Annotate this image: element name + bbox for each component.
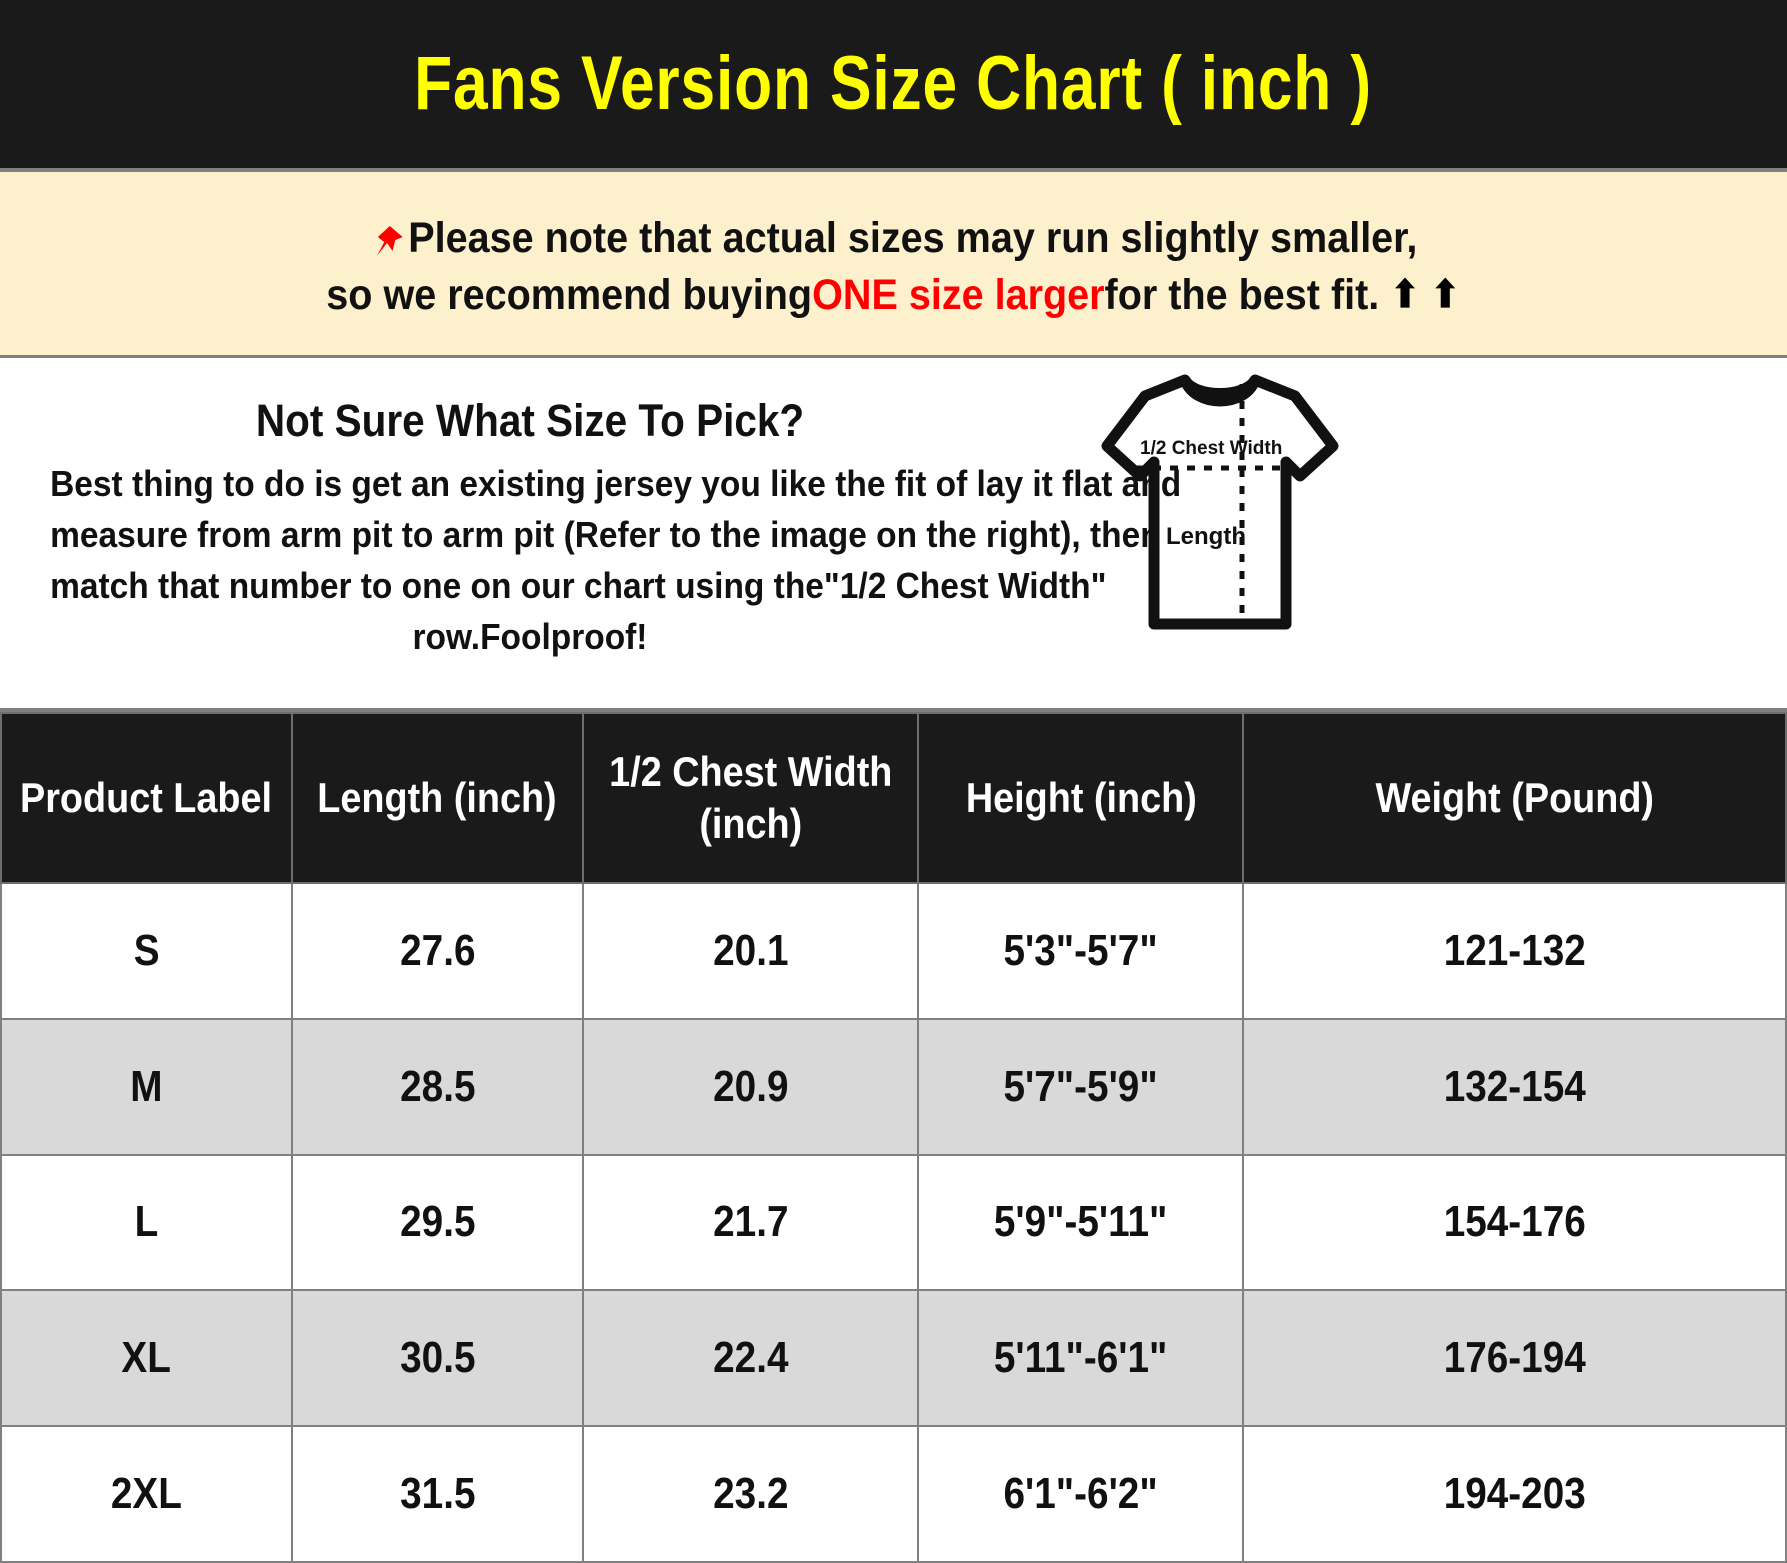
arrow-up-icon-1: ⬆ [1390, 273, 1420, 316]
cell-text: 5'9"-5'11" [994, 1197, 1168, 1247]
cell-text: 27.6 [399, 925, 476, 975]
title-banner: Fans Version Size Chart ( inch ) [0, 0, 1787, 172]
info-section: Not Sure What Size To Pick? Best thing t… [0, 358, 1787, 712]
cell-text: 121-132 [1443, 925, 1586, 975]
cell-text: 176-194 [1443, 1333, 1586, 1383]
cell-text: 22.4 [713, 1333, 789, 1383]
table-body: S 27.6 20.1 5'3"-5'7" 121-132 M 28.5 20.… [0, 882, 1787, 1563]
note-line-1: Please note that actual sizes may run sl… [370, 210, 1418, 267]
info-heading: Not Sure What Size To Pick? [255, 395, 805, 446]
size-table: Product Label Length (inch) 1/2 Chest Wi… [0, 712, 1787, 1563]
cell-text: 6'1"-6'2" [1003, 1469, 1158, 1519]
cell-text: 5'11"-6'1" [994, 1333, 1168, 1383]
cell-chest-width: 20.1 [581, 882, 920, 1020]
cell-length: 29.5 [290, 1153, 584, 1292]
table-row: L 29.5 21.7 5'9"-5'11" 154-176 [0, 1153, 1787, 1292]
note-line-2-prefix: so we recommend buying [326, 270, 813, 319]
cell-length: 30.5 [290, 1289, 584, 1428]
cell-weight: 176-194 [1242, 1289, 1787, 1428]
column-header-text: Product Label [20, 773, 273, 821]
table-row: 2XL 31.5 23.2 6'1"-6'2" 194-203 [0, 1425, 1787, 1563]
cell-chest-width: 20.9 [581, 1017, 920, 1156]
cell-height: 6'1"-6'2" [917, 1425, 1245, 1563]
info-body-line-4: row.Foolproof! [412, 615, 648, 657]
cell-text: L [134, 1197, 159, 1247]
cell-text: 194-203 [1443, 1469, 1586, 1519]
note-highlight: ONE size larger [812, 270, 1105, 319]
cell-chest-width: 21.7 [581, 1153, 920, 1292]
cell-height: 5'11"-6'1" [917, 1289, 1245, 1428]
column-header-height: Height (inch) [917, 712, 1245, 884]
page-title: Fans Version Size Chart ( inch ) [414, 41, 1373, 126]
table-header-row: Product Label Length (inch) 1/2 Chest Wi… [0, 712, 1787, 884]
note-line-2: so we recommend buying ONE size larger f… [327, 267, 1461, 324]
cell-text: M [130, 1061, 163, 1111]
cell-text: 23.2 [713, 1469, 789, 1519]
column-header-text: 1/2 Chest Width (inch) [609, 747, 893, 847]
cell-length: 27.6 [290, 882, 584, 1020]
table-row: XL 30.5 22.4 5'11"-6'1" 176-194 [0, 1289, 1787, 1428]
cell-product-label: M [0, 1017, 293, 1156]
cell-text: 30.5 [399, 1333, 476, 1383]
cell-text: 20.9 [713, 1061, 789, 1111]
column-header-text: Weight (Pound) [1375, 773, 1654, 821]
cell-text: 154-176 [1443, 1197, 1586, 1247]
table-row: M 28.5 20.9 5'7"-5'9" 132-154 [0, 1017, 1787, 1156]
cell-product-label: L [0, 1153, 293, 1292]
table-row: S 27.6 20.1 5'3"-5'7" 121-132 [0, 882, 1787, 1020]
info-text-block: Not Sure What Size To Pick? Best thing t… [0, 358, 1182, 662]
tshirt-diagram: 1/2 Chest Width Length [1060, 358, 1787, 638]
cell-product-label: S [0, 882, 293, 1020]
cell-text: 5'3"-5'7" [1003, 925, 1158, 975]
note-line-1-text: Please note that actual sizes may run sl… [408, 213, 1418, 262]
cell-text: 20.1 [713, 925, 789, 975]
cell-weight: 194-203 [1242, 1425, 1787, 1563]
cell-chest-width: 22.4 [581, 1289, 920, 1428]
cell-height: 5'9"-5'11" [917, 1153, 1245, 1292]
cell-weight: 121-132 [1242, 882, 1787, 1020]
column-header-text: Height (inch) [965, 773, 1197, 821]
arrow-up-icon-2: ⬆ [1431, 273, 1461, 316]
info-body-line-2: measure from arm pit to arm pit (Refer t… [50, 513, 1161, 555]
pushpin-icon [370, 221, 407, 261]
cell-weight: 132-154 [1242, 1017, 1787, 1156]
cell-length: 31.5 [290, 1425, 584, 1563]
cell-height: 5'3"-5'7" [917, 882, 1245, 1020]
column-header-product-label: Product Label [0, 712, 293, 884]
column-header-length: Length (inch) [290, 712, 584, 884]
cell-text: S [133, 925, 160, 975]
length-label: Length [1166, 523, 1246, 550]
column-header-text: Length (inch) [317, 773, 558, 821]
column-header-weight: Weight (Pound) [1242, 712, 1787, 884]
chest-width-label: 1/2 Chest Width [1140, 438, 1282, 459]
cell-text: 132-154 [1443, 1061, 1586, 1111]
info-body-line-3: match that number to one on our chart us… [50, 564, 1107, 606]
cell-text: 31.5 [399, 1469, 476, 1519]
cell-text: 2XL [110, 1469, 182, 1519]
table-header: Product Label Length (inch) 1/2 Chest Wi… [0, 712, 1787, 884]
cell-weight: 154-176 [1242, 1153, 1787, 1292]
cell-text: 29.5 [399, 1197, 476, 1247]
cell-text: 5'7"-5'9" [1003, 1061, 1158, 1111]
cell-chest-width: 23.2 [581, 1425, 920, 1563]
cell-height: 5'7"-5'9" [917, 1017, 1245, 1156]
note-line-2-suffix: for the best fit. [1104, 270, 1380, 319]
note-band: Please note that actual sizes may run sl… [0, 172, 1787, 358]
cell-text: 21.7 [713, 1197, 789, 1247]
cell-length: 28.5 [290, 1017, 584, 1156]
column-header-chest-width: 1/2 Chest Width (inch) [581, 712, 920, 884]
tshirt-icon: 1/2 Chest Width Length [1101, 374, 1339, 630]
cell-text: 28.5 [399, 1061, 476, 1111]
cell-text: XL [121, 1333, 172, 1383]
cell-product-label: XL [0, 1289, 293, 1428]
cell-product-label: 2XL [0, 1425, 293, 1563]
info-body-line-1: Best thing to do is get an existing jers… [50, 462, 1182, 504]
